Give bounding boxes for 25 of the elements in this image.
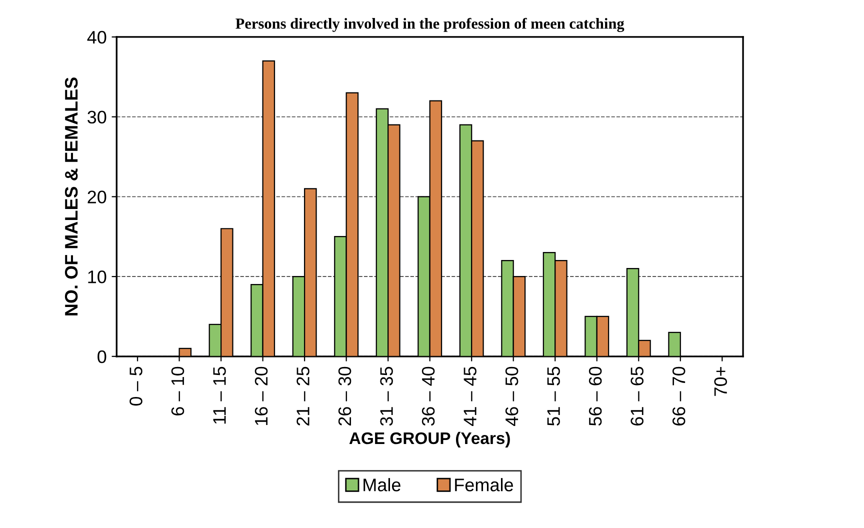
- x-tick-label: 46 – 50: [505, 366, 518, 426]
- y-tick-label: 20: [88, 190, 106, 204]
- x-tick-label: 31 – 35: [380, 366, 393, 426]
- legend-label: Female: [455, 478, 514, 492]
- x-tick-label: 41 – 45: [464, 366, 476, 426]
- x-tick-label: 26 – 30: [338, 366, 352, 426]
- legend-label: Male: [364, 478, 400, 492]
- x-tick-label: 11 – 15: [213, 366, 226, 424]
- y-tick-label: 10: [88, 270, 106, 284]
- x-tick-label: 16 – 20: [254, 366, 268, 425]
- x-tick-label: 66 – 70: [672, 366, 686, 426]
- x-tick-label: 56 – 60: [588, 366, 602, 426]
- x-tick-label: 51 – 55: [547, 366, 560, 426]
- y-axis-title: NO. OF MALES & FEMALES: [64, 78, 78, 316]
- x-tick-label: 21 – 25: [296, 366, 310, 426]
- y-tick-label: 40: [87, 30, 106, 44]
- x-tick-label: 0 – 5: [130, 366, 142, 406]
- chart-title: Persons directly involved in the profession of meen catching: [236, 18, 624, 32]
- x-tick-label: 36 – 40: [422, 366, 435, 426]
- x-axis-title: AGE GROUP (Years): [349, 432, 510, 448]
- y-tick-label: 0: [98, 350, 106, 364]
- x-tick-label: 70+: [714, 367, 728, 396]
- x-tick-label: 6 – 10: [171, 366, 184, 416]
- y-tick-label: 30: [88, 110, 106, 124]
- x-tick-label: 61 – 65: [630, 366, 644, 426]
